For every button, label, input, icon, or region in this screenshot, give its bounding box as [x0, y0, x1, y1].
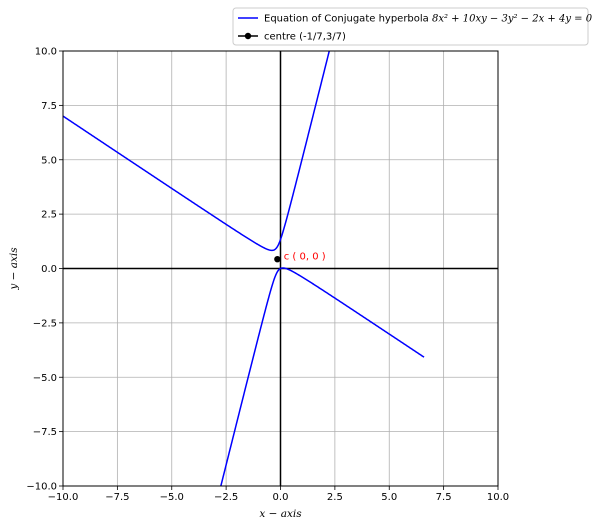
- x-tick-label-4: 0.0: [273, 492, 289, 503]
- y-tick-label-5: 2.5: [41, 210, 57, 221]
- series-curves: [63, 51, 425, 486]
- y-tick-label-6: 5.0: [41, 155, 57, 166]
- legend-label-hyperbola-math: 8x² + 10xy − 3y² − 2x + 4y = 0: [432, 14, 593, 25]
- annotations: c ( 0, 0 ): [284, 252, 326, 263]
- x-tick-label-6: 5.0: [381, 492, 397, 503]
- y-ticks: −10.0 −7.5 −5.0 −2.5 0.0 2.5 5.0 7.5 10.0: [26, 47, 63, 493]
- legend: Equation of Conjugate hyperbola 8x² + 10…: [232, 7, 593, 46]
- x-tick-label-2: −5.0: [160, 492, 184, 503]
- legend-label-centre: centre (-1/7,3/7): [264, 32, 346, 43]
- y-tick-label-0: −10.0: [26, 482, 57, 493]
- series-points: [274, 255, 281, 263]
- x-tick-label-1: −7.5: [105, 492, 129, 503]
- x-ticks: −10.0 −7.5 −5.0 −2.5 0.0 2.5 5.0 7.5 10.0: [48, 486, 509, 503]
- hyperbola-branch-1: [220, 267, 425, 486]
- x-tick-label-3: −2.5: [214, 492, 238, 503]
- y-tick-label-8: 10.0: [35, 47, 57, 58]
- y-tick-label-7: 7.5: [41, 101, 57, 112]
- y-tick-label-1: −7.5: [33, 427, 57, 438]
- legend-label-hyperbola-plain: Equation of Conjugate hyperbola: [264, 14, 432, 25]
- y-tick-label-3: −2.5: [33, 318, 57, 329]
- x-tick-label-0: −10.0: [48, 492, 79, 503]
- y-tick-label-2: −5.0: [33, 373, 57, 384]
- x-axis-label: x − axis: [259, 508, 302, 520]
- y-tick-label-4: 0.0: [41, 264, 57, 275]
- y-axis-label: y − axis: [8, 247, 20, 291]
- legend-label-hyperbola: Equation of Conjugate hyperbola 8x² + 10…: [264, 14, 593, 25]
- hyperbola-branch-2: [63, 51, 331, 252]
- x-tick-label-5: 2.5: [327, 492, 343, 503]
- x-tick-label-7: 7.5: [436, 492, 452, 503]
- x-tick-label-8: 10.0: [487, 492, 509, 503]
- legend-box: [232, 7, 589, 46]
- legend-marker-centre: [244, 32, 252, 40]
- centre-point: [274, 255, 281, 263]
- annotation-0: c ( 0, 0 ): [284, 252, 326, 263]
